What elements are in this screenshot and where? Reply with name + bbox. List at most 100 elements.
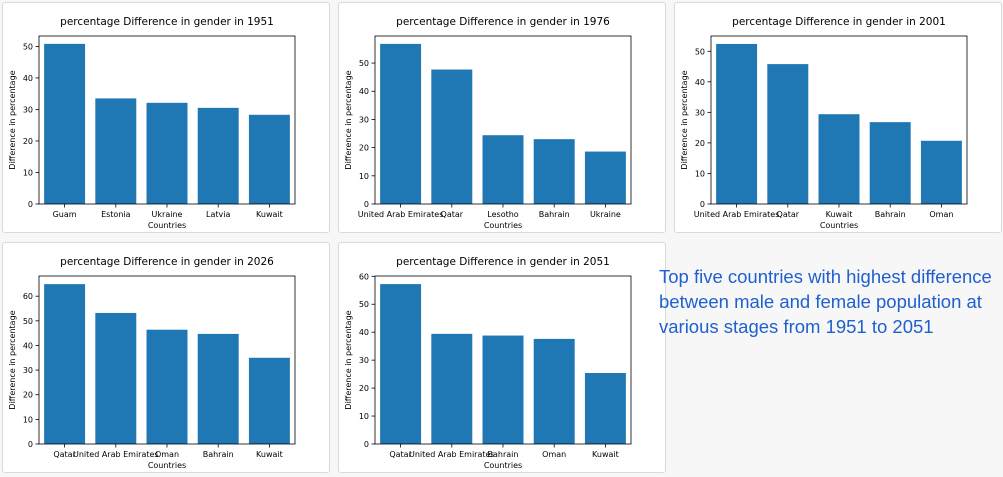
- bar-lesotho: [482, 135, 524, 204]
- x-tick-label: Ukraine: [590, 210, 621, 219]
- y-axis-label: Difference in percentage: [344, 310, 353, 409]
- bar-bahrain: [533, 139, 575, 204]
- chart-card-2001: percentage Difference in gender in 2001 0…: [674, 2, 1002, 233]
- x-tick-label: Latvia: [206, 210, 230, 219]
- y-tick-label: 0: [28, 200, 33, 209]
- bar-kuwait: [248, 114, 290, 204]
- bar-kuwait: [584, 372, 626, 444]
- bar-chart-1951: percentage Difference in gender in 1951 0…: [8, 16, 296, 230]
- x-tick-label: Estonia: [101, 210, 131, 219]
- x-tick-label: Oman: [542, 450, 566, 459]
- x-tick-label: United Arab Emirates: [694, 210, 780, 219]
- x-tick-label: Kuwait: [256, 210, 283, 219]
- y-tick-label: 50: [695, 47, 705, 56]
- bar-chart-2026: percentage Difference in gender in 2026 0…: [8, 256, 296, 470]
- bar-ukraine: [146, 102, 188, 204]
- bar-qatar: [431, 69, 473, 204]
- bar-qatar: [44, 284, 86, 444]
- x-tick-label: Guam: [53, 210, 77, 219]
- chart-card-1976: percentage Difference in gender in 1976 0…: [338, 2, 666, 233]
- y-tick-label: 40: [359, 87, 369, 96]
- chart-title: percentage Difference in gender in 2026: [60, 256, 274, 268]
- y-tick-label: 20: [23, 391, 33, 400]
- y-tick-label: 40: [695, 78, 705, 87]
- y-tick-label: 10: [359, 172, 369, 181]
- x-tick-label: Lesotho: [487, 210, 519, 219]
- y-tick-label: 0: [364, 440, 369, 449]
- x-tick-label: Ukraine: [152, 210, 183, 219]
- x-axis-label: Countries: [484, 461, 522, 470]
- x-axis-label: Countries: [148, 461, 186, 470]
- bar-kuwait: [248, 357, 290, 444]
- x-tick-label: Kuwait: [256, 450, 283, 459]
- y-tick-label: 40: [23, 74, 33, 83]
- chart-card-1951: percentage Difference in gender in 1951 0…: [2, 2, 330, 233]
- x-tick-label: Bahrain: [875, 210, 906, 219]
- x-tick-label: Qatar: [777, 210, 800, 219]
- y-tick-label: 10: [359, 412, 369, 421]
- bar-qatar: [380, 284, 422, 444]
- y-tick-label: 0: [364, 200, 369, 209]
- x-tick-label: United Arab Emirates: [358, 210, 444, 219]
- y-tick-label: 10: [695, 169, 705, 178]
- y-tick-label: 50: [359, 300, 369, 309]
- bar-bahrain: [482, 335, 524, 444]
- bar-estonia: [95, 98, 137, 204]
- summary-caption: Top five countries with highest differen…: [659, 266, 992, 337]
- y-axis-label: Difference in percentage: [8, 310, 17, 409]
- x-tick-label: Oman: [929, 210, 953, 219]
- bar-kuwait: [818, 114, 860, 204]
- bar-latvia: [197, 107, 239, 204]
- y-tick-label: 20: [23, 137, 33, 146]
- x-axis-label: Countries: [148, 221, 186, 230]
- y-tick-label: 0: [28, 440, 33, 449]
- x-tick-label: Bahrain: [203, 450, 234, 459]
- x-tick-label: Qatar: [441, 210, 464, 219]
- x-tick-label: United Arab Emirates: [73, 450, 159, 459]
- y-tick-label: 20: [695, 139, 705, 148]
- chart-title: percentage Difference in gender in 1976: [396, 16, 610, 28]
- y-tick-label: 30: [359, 356, 369, 365]
- bar-bahrain: [197, 333, 239, 444]
- y-tick-label: 10: [23, 415, 33, 424]
- bar-united-arab-emirates: [95, 312, 137, 444]
- y-tick-label: 30: [359, 115, 369, 124]
- y-axis-label: Difference in percentage: [344, 70, 353, 169]
- bar-chart-2001: percentage Difference in gender in 2001 0…: [680, 16, 968, 230]
- y-tick-label: 20: [359, 144, 369, 153]
- bar-united-arab-emirates: [380, 43, 422, 205]
- y-tick-label: 30: [695, 108, 705, 117]
- x-tick-label: Kuwait: [826, 210, 853, 219]
- y-tick-label: 60: [359, 272, 369, 281]
- bar-oman: [146, 329, 188, 444]
- x-tick-label: Bahrain: [488, 450, 519, 459]
- chart-card-2026: percentage Difference in gender in 2026 0…: [2, 242, 330, 473]
- y-tick-label: 20: [359, 384, 369, 393]
- bar-bahrain: [869, 122, 911, 204]
- bar-chart-2051: percentage Difference in gender in 2051 0…: [344, 256, 632, 470]
- y-tick-label: 40: [23, 341, 33, 350]
- bar-ukraine: [584, 151, 626, 204]
- y-tick-label: 10: [23, 168, 33, 177]
- y-tick-label: 50: [23, 317, 33, 326]
- x-tick-label: Oman: [155, 450, 179, 459]
- y-tick-label: 50: [23, 42, 33, 51]
- y-axis-label: Difference in percentage: [8, 70, 17, 169]
- chart-card-2051: percentage Difference in gender in 2051 0…: [338, 242, 666, 473]
- x-tick-label: United Arab Emirates: [409, 450, 495, 459]
- y-tick-label: 30: [23, 366, 33, 375]
- y-tick-label: 60: [23, 292, 33, 301]
- bar-united-arab-emirates: [431, 333, 473, 444]
- x-tick-label: Qatar: [389, 450, 412, 459]
- x-tick-label: Qatar: [53, 450, 76, 459]
- y-tick-label: 50: [359, 59, 369, 68]
- bar-qatar: [767, 64, 809, 204]
- chart-title: percentage Difference in gender in 2001: [732, 16, 946, 28]
- y-axis-label: Difference in percentage: [680, 70, 689, 169]
- x-tick-label: Bahrain: [539, 210, 570, 219]
- x-tick-label: Kuwait: [592, 450, 619, 459]
- y-tick-label: 30: [23, 105, 33, 114]
- x-axis-label: Countries: [820, 221, 858, 230]
- y-tick-label: 0: [700, 200, 705, 209]
- bar-oman: [920, 140, 962, 204]
